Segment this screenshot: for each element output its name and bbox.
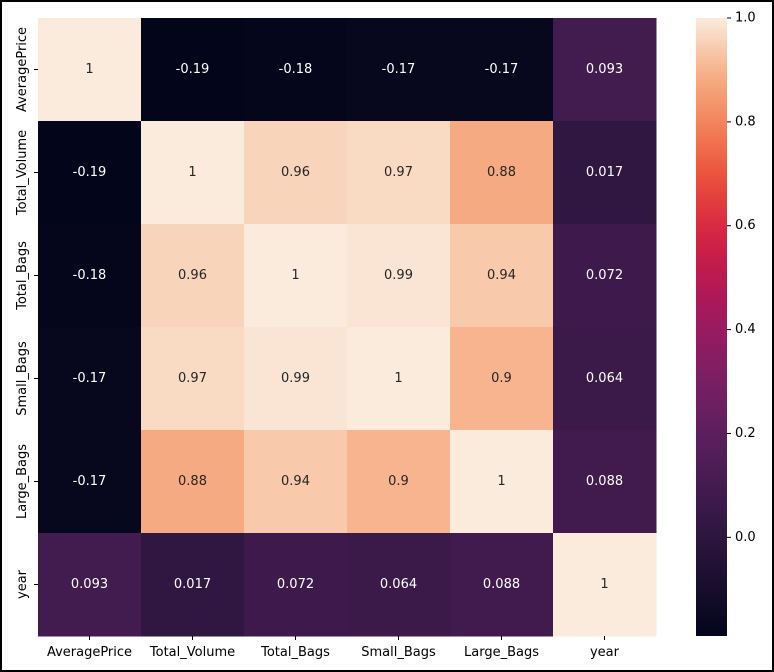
cell-value-label: -0.18 [279, 62, 313, 77]
heatmap-cell [244, 121, 348, 225]
x-tick-label: Large_Bags [464, 645, 539, 660]
cell-value-label: 0.088 [586, 474, 623, 489]
x-tick-label: year [590, 645, 620, 660]
heatmap-cell [347, 224, 451, 328]
heatmap-cell [141, 18, 245, 122]
colorbar-scale [696, 18, 727, 636]
cell-value-label: 0.088 [483, 577, 520, 592]
y-tick-label: AveragePrice [15, 27, 30, 112]
cell-value-label: 0.88 [487, 165, 516, 180]
heatmap-cell [38, 430, 142, 534]
heatmap-cell [553, 327, 657, 431]
cell-value-label: 0.093 [586, 62, 623, 77]
heatmap-cell [553, 121, 657, 225]
cell-value-label: 1 [85, 62, 93, 77]
heatmap-cell [347, 327, 451, 431]
heatmap-cell [553, 18, 657, 122]
heatmap-cell [553, 533, 657, 637]
cell-value-label: 0.94 [487, 268, 516, 283]
cell-value-label: 1 [291, 268, 299, 283]
cell-value-label: -0.18 [73, 268, 107, 283]
cell-value-label: 1 [600, 577, 608, 592]
x-tick-label: Total_Volume [149, 645, 235, 660]
cell-value-label: 0.072 [277, 577, 314, 592]
heatmap-cell [347, 430, 451, 534]
y-tick-label: Total_Volume [15, 130, 30, 216]
cell-value-label: -0.19 [73, 165, 107, 180]
heatmap-cell [450, 224, 554, 328]
heatmap-cell [244, 430, 348, 534]
cell-value-label: 0.9 [388, 474, 409, 489]
y-tick-label: Large_Bags [15, 444, 30, 519]
x-tick-label: Small_Bags [361, 645, 436, 660]
heatmap-cell [38, 18, 142, 122]
cell-value-label: 0.96 [281, 165, 310, 180]
heatmap-cell [38, 224, 142, 328]
heatmap-cell [141, 533, 245, 637]
heatmap-cell [141, 224, 245, 328]
heatmap-cell [347, 121, 451, 225]
colorbar: 0.0 0.2 0.4 0.6 0.8 1.0 [696, 11, 756, 636]
heatmap-cell [244, 18, 348, 122]
cell-value-label: -0.17 [485, 62, 519, 77]
heatmap-cell [141, 430, 245, 534]
x-tick-label: AveragePrice [47, 645, 132, 660]
heatmap-cell [553, 430, 657, 534]
y-tick-label: Total_Bags [15, 241, 30, 311]
cell-value-label: 0.064 [380, 577, 417, 592]
heatmap-cell [347, 533, 451, 637]
heatmap-cell [38, 327, 142, 431]
heatmap-cell [450, 327, 554, 431]
heatmap-cell [347, 18, 451, 122]
cell-value-label: 1 [188, 165, 196, 180]
cell-value-label: 0.94 [281, 474, 310, 489]
heatmap-cell [244, 327, 348, 431]
cell-value-label: 0.017 [174, 577, 211, 592]
colorbar-tick-label: 1.0 [735, 11, 756, 26]
cell-value-label: 0.9 [491, 371, 512, 386]
y-tick-label: year [15, 569, 30, 599]
heatmap-cell [450, 430, 554, 534]
cell-value-label: 0.064 [586, 371, 623, 386]
y-tick-label: Small_Bags [15, 341, 30, 416]
heatmap-cell [244, 224, 348, 328]
cell-value-label: 0.97 [384, 165, 413, 180]
colorbar-tick-label: 0.6 [735, 218, 756, 233]
cell-value-label: 1 [394, 371, 402, 386]
heatmap-cell [450, 533, 554, 637]
cell-annotations: 1 -0.19 -0.18 -0.17 -0.17 0.093 -0.19 1 0.96 0.97… [71, 62, 623, 592]
cell-value-label: -0.17 [73, 474, 107, 489]
cell-value-label: 1 [497, 474, 505, 489]
cell-value-label: 0.97 [178, 371, 207, 386]
colorbar-tick-label: 0.2 [735, 426, 756, 441]
cell-value-label: 0.88 [178, 474, 207, 489]
colorbar-tick-label: 0.8 [735, 114, 756, 129]
heatmap-cell [553, 224, 657, 328]
cell-value-label: 0.017 [586, 165, 623, 180]
cell-value-label: 0.99 [384, 268, 413, 283]
heatmap-cell [141, 327, 245, 431]
colorbar-tick-label: 0.0 [735, 530, 756, 545]
heatmap-cells [38, 18, 657, 637]
cell-value-label: 0.093 [71, 577, 108, 592]
heatmap-cell [38, 533, 142, 637]
cell-value-label: -0.17 [73, 371, 107, 386]
colorbar-tick-label: 0.4 [735, 322, 756, 337]
cell-value-label: 0.99 [281, 371, 310, 386]
y-axis: AveragePrice Total_Volume Total_Bags Small_… [15, 27, 38, 599]
cell-value-label: 0.96 [178, 268, 207, 283]
heatmap-cell [38, 121, 142, 225]
heatmap-cell [244, 533, 348, 637]
cell-value-label: 0.072 [586, 268, 623, 283]
heatmap-cell [450, 18, 554, 122]
x-tick-label: Total_Bags [260, 645, 330, 660]
heatmap-cell [141, 121, 245, 225]
cell-value-label: -0.17 [382, 62, 416, 77]
cell-value-label: -0.19 [176, 62, 210, 77]
heatmap-cell [450, 121, 554, 225]
x-axis: AveragePrice Total_Volume Total_Bags Small_… [47, 636, 620, 660]
